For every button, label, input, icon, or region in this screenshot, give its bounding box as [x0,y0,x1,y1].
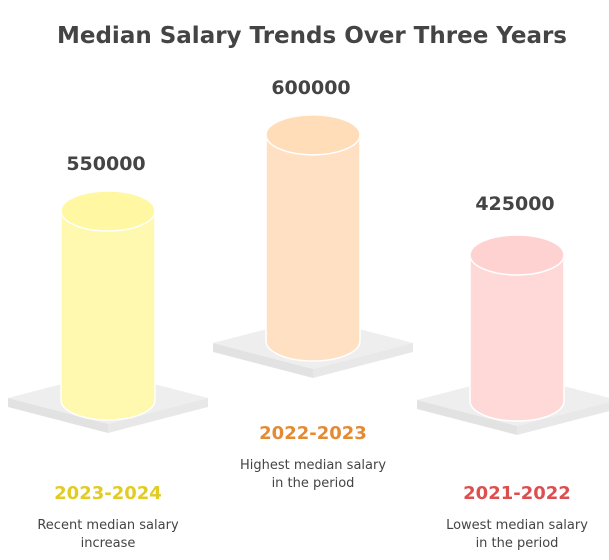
category-description: Highest median salary [240,458,386,473]
category-label: 2021-2022 [463,483,571,504]
bar [469,254,565,422]
bar-base-side-right [517,402,609,435]
bar [60,210,156,421]
bar-group: 550000 2023-2024 Recent median salary incre… [8,153,208,551]
data-label: 600000 [271,77,350,99]
category-description: Recent median salary [37,518,179,533]
bar-top [60,190,156,232]
bar-group: 600000 2022-2023 Highest median salary in t… [213,77,413,491]
bar-base-side-left [8,398,108,433]
bar-top [265,114,361,156]
bar-base-side-right [313,343,413,378]
data-label: 425000 [475,193,554,215]
bars-group: 550000 2023-2024 Recent median salary incre… [8,77,609,551]
chart-title: Median Salary Trends Over Three Years [57,23,567,49]
category-description: in the period [272,476,355,491]
bar-top [469,234,565,276]
bar-group: 425000 2021-2022 Lowest median salary in th… [417,193,609,551]
category-description: Lowest median salary [446,518,588,533]
category-description: in the period [476,536,559,551]
category-label: 2023-2024 [54,483,162,504]
bar-base-side-left [213,343,313,378]
data-label: 550000 [66,153,145,175]
bar-base-side-right [108,398,208,433]
bar-base-side-left [417,400,517,435]
category-label: 2022-2023 [259,423,367,444]
category-description: increase [81,536,136,551]
bar [265,134,361,362]
